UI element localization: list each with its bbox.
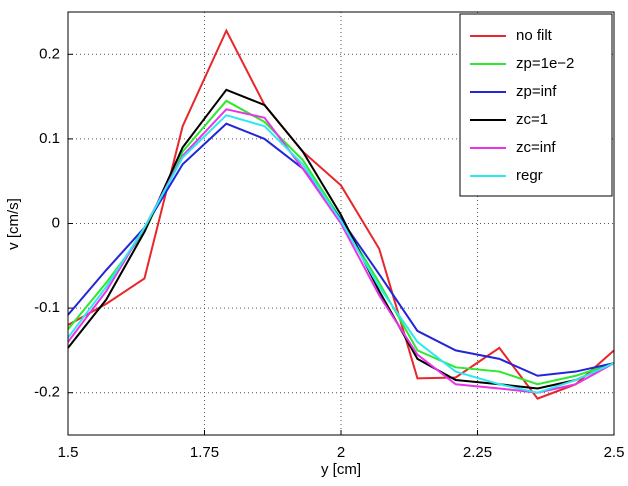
plot-frame: [67, 11, 615, 436]
x-tick-label: 1.5: [58, 444, 79, 461]
x-tick-label: 1.75: [190, 444, 219, 461]
x-tick-label: 2.5: [604, 444, 625, 461]
y-tick-label: -0.2: [34, 384, 60, 401]
x-axis-label: y [cm]: [321, 461, 361, 478]
legend-label: zc=inf: [516, 139, 556, 156]
y-tick-label: 0.2: [39, 45, 60, 62]
y-tick-label: 0: [52, 214, 60, 231]
y-tick-label: -0.1: [34, 299, 60, 316]
line-series: [67, 28, 615, 400]
y-axis-label: v [cm/s]: [5, 198, 22, 250]
legend-label: zp=1e−2: [516, 55, 574, 72]
y-tick-label: 0.1: [39, 130, 60, 147]
line-series: [67, 114, 615, 394]
legend-label: regr: [516, 167, 543, 184]
x-tick-label: 2: [337, 444, 345, 461]
legend-box: [459, 13, 613, 197]
legend-label: zp=inf: [516, 83, 557, 100]
legend-label: zc=1: [516, 111, 548, 128]
x-tick-label: 2.25: [463, 444, 492, 461]
legend-label: no filt: [516, 27, 553, 44]
